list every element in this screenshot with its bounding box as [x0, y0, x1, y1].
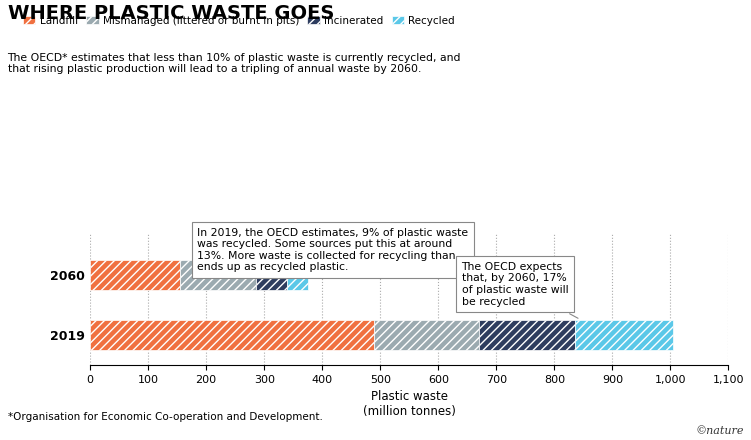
Legend: Landfill, Mismanaged (littered or burnt in pits), Incinerated, Recycled: Landfill, Mismanaged (littered or burnt … — [19, 11, 459, 30]
X-axis label: Plastic waste
(million tonnes): Plastic waste (million tonnes) — [363, 390, 456, 418]
Bar — [255, 260, 288, 290]
Bar — [375, 320, 479, 350]
Text: *Organisation for Economic Co-operation and Development.: *Organisation for Economic Co-operation … — [8, 412, 322, 422]
Text: The OECD* estimates that less than 10% of plastic waste is currently recycled, a: The OECD* estimates that less than 10% o… — [8, 53, 461, 74]
Bar — [90, 320, 375, 350]
Text: WHERE PLASTIC WASTE GOES: WHERE PLASTIC WASTE GOES — [8, 4, 334, 23]
Bar — [479, 320, 575, 350]
Text: In 2019, the OECD estimates, 9% of plastic waste
was recycled. Some sources put : In 2019, the OECD estimates, 9% of plast… — [198, 227, 469, 274]
Bar — [180, 260, 255, 290]
Text: ©nature: ©nature — [695, 425, 743, 436]
Bar — [90, 260, 180, 290]
Bar — [575, 320, 674, 350]
Text: The OECD expects
that, by 2060, 17%
of plastic waste will
be recycled: The OECD expects that, by 2060, 17% of p… — [462, 262, 578, 318]
Bar — [288, 260, 308, 290]
